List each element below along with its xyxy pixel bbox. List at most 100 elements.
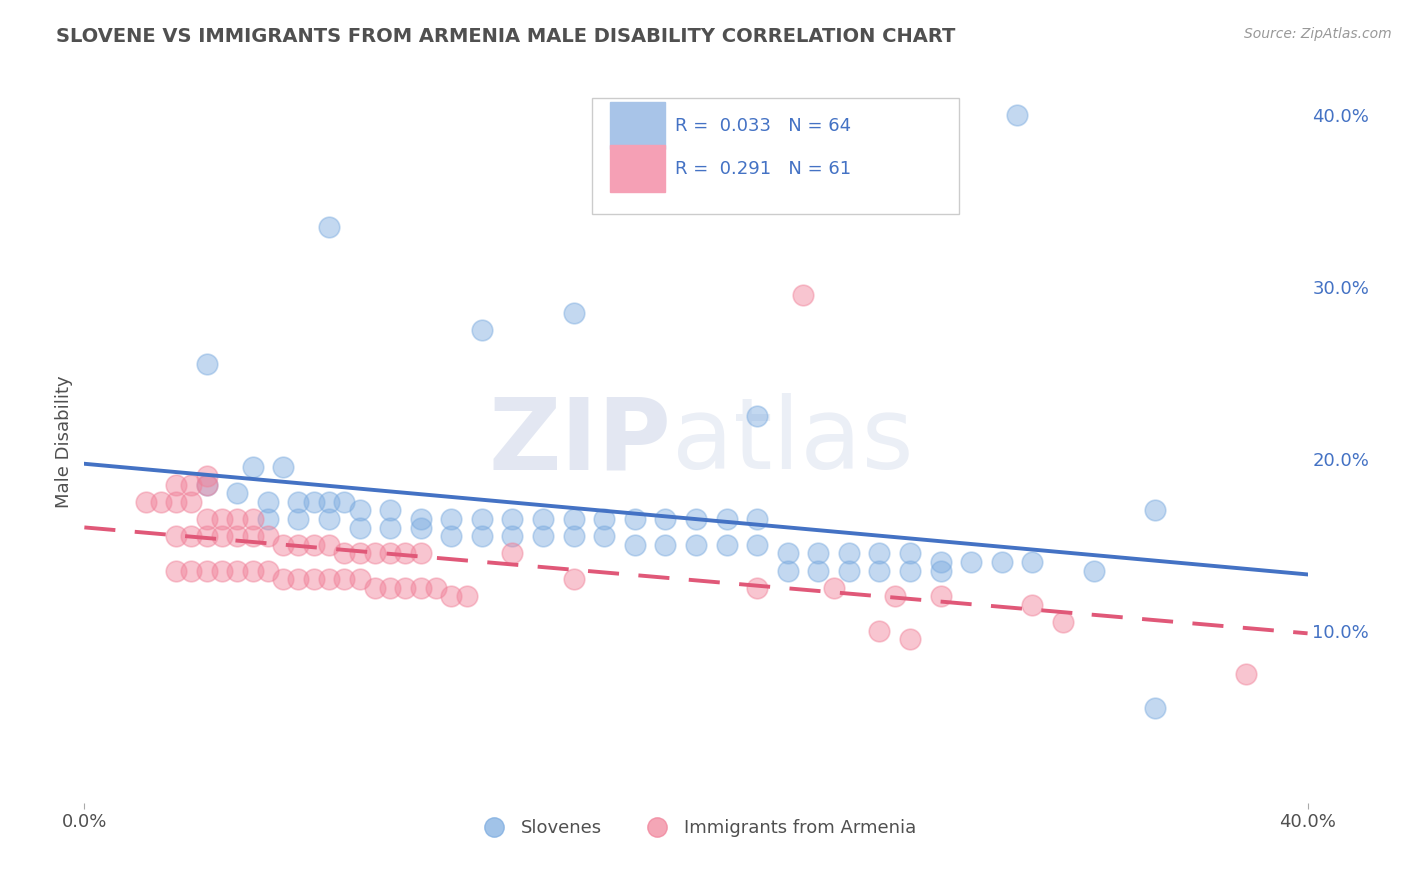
Point bbox=[991, 555, 1014, 569]
Text: ZIP: ZIP bbox=[489, 393, 672, 490]
Point bbox=[716, 538, 738, 552]
Point bbox=[364, 546, 387, 560]
Point bbox=[747, 581, 769, 595]
Y-axis label: Male Disability: Male Disability bbox=[55, 376, 73, 508]
Point bbox=[180, 494, 202, 508]
Point bbox=[287, 538, 309, 552]
Point bbox=[562, 305, 585, 319]
Point bbox=[1083, 564, 1105, 578]
Point bbox=[271, 538, 294, 552]
Point bbox=[747, 409, 769, 423]
Point bbox=[776, 564, 799, 578]
Point bbox=[471, 529, 494, 543]
Point bbox=[409, 581, 432, 595]
Point bbox=[165, 494, 187, 508]
Point bbox=[593, 512, 616, 526]
Text: Source: ZipAtlas.com: Source: ZipAtlas.com bbox=[1244, 27, 1392, 41]
Point bbox=[440, 590, 463, 604]
Point bbox=[242, 512, 264, 526]
Point bbox=[318, 538, 340, 552]
Point bbox=[654, 512, 676, 526]
Point bbox=[333, 572, 356, 586]
Point bbox=[1236, 666, 1258, 681]
Point bbox=[838, 546, 860, 560]
Point bbox=[333, 494, 356, 508]
Point bbox=[929, 564, 952, 578]
Legend: Slovenes, Immigrants from Armenia: Slovenes, Immigrants from Armenia bbox=[468, 812, 924, 845]
Point bbox=[195, 529, 218, 543]
Point bbox=[807, 564, 830, 578]
Point bbox=[624, 512, 647, 526]
Point bbox=[318, 512, 340, 526]
Point bbox=[257, 529, 280, 543]
Point bbox=[792, 288, 814, 302]
Point bbox=[838, 564, 860, 578]
Point bbox=[929, 590, 952, 604]
Point bbox=[869, 624, 891, 638]
Text: R =  0.033   N = 64: R = 0.033 N = 64 bbox=[675, 117, 851, 135]
Point bbox=[226, 529, 249, 543]
Point bbox=[593, 529, 616, 543]
Point bbox=[271, 572, 294, 586]
Point bbox=[1005, 108, 1028, 122]
Point bbox=[364, 581, 387, 595]
Point bbox=[409, 546, 432, 560]
Point bbox=[898, 546, 921, 560]
Point bbox=[409, 520, 432, 534]
FancyBboxPatch shape bbox=[610, 102, 665, 149]
Point bbox=[287, 572, 309, 586]
Point bbox=[1052, 615, 1074, 630]
Point bbox=[180, 529, 202, 543]
Point bbox=[226, 512, 249, 526]
Point bbox=[257, 494, 280, 508]
Point bbox=[531, 512, 554, 526]
Point bbox=[318, 494, 340, 508]
Point bbox=[562, 529, 585, 543]
Point bbox=[1021, 598, 1043, 612]
Point bbox=[562, 572, 585, 586]
Point bbox=[380, 546, 402, 560]
Point bbox=[302, 572, 325, 586]
Point bbox=[195, 477, 218, 491]
Point bbox=[456, 590, 478, 604]
Point bbox=[287, 494, 309, 508]
Point bbox=[1143, 503, 1166, 517]
Point bbox=[807, 546, 830, 560]
Point bbox=[380, 503, 402, 517]
Text: atlas: atlas bbox=[672, 393, 912, 490]
Point bbox=[271, 460, 294, 475]
FancyBboxPatch shape bbox=[592, 98, 959, 214]
Point bbox=[135, 494, 157, 508]
Point bbox=[180, 564, 202, 578]
Point bbox=[747, 538, 769, 552]
Point bbox=[869, 546, 891, 560]
Point bbox=[502, 512, 524, 526]
Point bbox=[195, 469, 218, 483]
Point bbox=[502, 546, 524, 560]
Text: R =  0.291   N = 61: R = 0.291 N = 61 bbox=[675, 161, 851, 178]
Point bbox=[287, 512, 309, 526]
Point bbox=[195, 477, 218, 491]
Point bbox=[502, 529, 524, 543]
Point bbox=[531, 529, 554, 543]
Point bbox=[211, 529, 233, 543]
Point bbox=[242, 460, 264, 475]
Point bbox=[257, 564, 280, 578]
Point bbox=[211, 564, 233, 578]
FancyBboxPatch shape bbox=[610, 145, 665, 193]
Point bbox=[380, 581, 402, 595]
Point bbox=[654, 538, 676, 552]
Point bbox=[226, 564, 249, 578]
Point bbox=[440, 512, 463, 526]
Point bbox=[716, 512, 738, 526]
Point bbox=[471, 512, 494, 526]
Point bbox=[898, 632, 921, 647]
Point bbox=[318, 219, 340, 234]
Point bbox=[562, 512, 585, 526]
Point bbox=[349, 503, 371, 517]
Point bbox=[869, 564, 891, 578]
Point bbox=[165, 477, 187, 491]
Point bbox=[898, 564, 921, 578]
Point bbox=[333, 546, 356, 560]
Point bbox=[195, 357, 218, 371]
